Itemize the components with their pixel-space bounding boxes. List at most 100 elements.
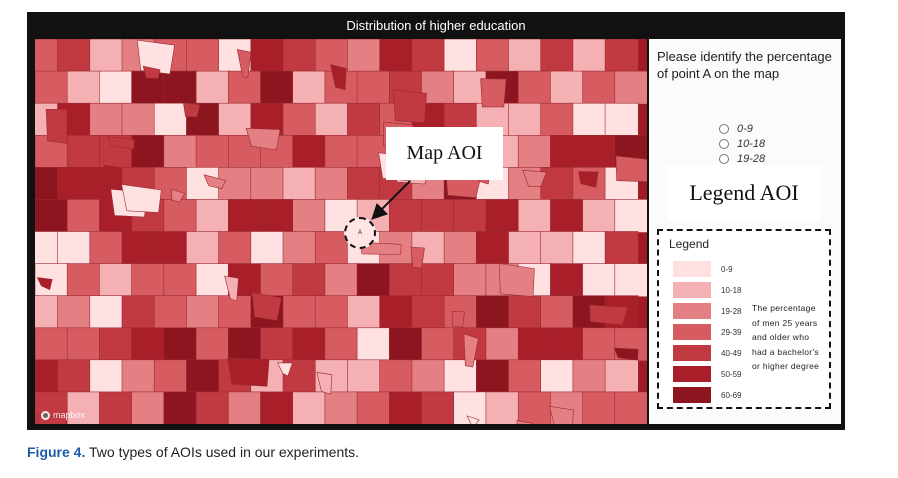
county-polygon[interactable] [121,102,156,137]
county-polygon[interactable] [572,359,607,394]
county-polygon[interactable] [163,199,198,233]
county-polygon[interactable] [392,89,427,124]
county-polygon[interactable] [186,167,220,201]
county-polygon[interactable] [57,231,92,265]
county-polygon[interactable] [260,263,295,298]
county-polygon[interactable] [45,108,68,144]
county-polygon[interactable] [347,359,381,394]
county-polygon[interactable] [516,420,533,424]
county-polygon[interactable] [183,102,201,118]
county-polygon[interactable] [540,102,575,137]
county-polygon[interactable] [589,304,628,326]
county-polygon[interactable] [324,135,359,169]
county-polygon[interactable] [508,231,543,265]
county-polygon[interactable] [508,102,543,137]
county-polygon[interactable] [142,65,161,79]
answer-option[interactable]: 19-28 [719,151,765,166]
county-polygon[interactable] [153,295,188,330]
county-polygon[interactable] [540,39,575,73]
county-polygon[interactable] [360,241,402,255]
county-polygon[interactable] [35,167,59,201]
county-polygon[interactable] [485,391,520,424]
county-polygon[interactable] [163,327,198,362]
county-polygon[interactable] [245,127,281,151]
county-polygon[interactable] [121,184,162,213]
county-polygons[interactable] [35,39,647,424]
county-polygon[interactable] [316,371,333,395]
county-polygon[interactable] [163,70,198,105]
county-polygon[interactable] [614,263,647,298]
county-polygon[interactable] [314,231,349,265]
county-polygon[interactable] [35,199,69,233]
county-polygon[interactable] [131,391,166,424]
county-polygon[interactable] [260,327,295,362]
county-polygon[interactable] [540,231,575,265]
county-polygon[interactable] [121,359,156,394]
county-polygon[interactable] [121,231,156,265]
county-polygon[interactable] [292,263,327,298]
county-polygon[interactable] [292,135,327,169]
county-polygon[interactable] [540,295,575,330]
county-polygon[interactable] [186,39,220,73]
county-polygon[interactable] [89,102,124,137]
county-polygon[interactable] [615,155,647,182]
county-polygon[interactable] [228,327,262,362]
county-polygon[interactable] [613,347,639,361]
county-polygon[interactable] [356,327,391,362]
county-polygon[interactable] [250,167,285,201]
county-polygon[interactable] [131,135,166,169]
county-polygon[interactable] [475,231,510,265]
county-polygon[interactable] [572,231,607,265]
county-polygon[interactable] [163,135,198,169]
county-polygon[interactable] [260,199,295,233]
county-polygon[interactable] [451,310,465,328]
county-polygon[interactable] [356,263,391,298]
county-polygon[interactable] [195,70,230,105]
county-polygon[interactable] [421,263,456,298]
county-polygon[interactable] [236,49,252,78]
county-polygon[interactable] [347,295,381,330]
county-polygon[interactable] [35,231,59,265]
county-polygon[interactable] [480,78,507,108]
county-polygon[interactable] [324,327,359,362]
county-polygon[interactable] [517,327,552,362]
county-polygon[interactable] [195,135,230,169]
county-polygon[interactable] [379,39,414,73]
county-polygon[interactable] [604,359,639,394]
county-polygon[interactable] [89,231,124,265]
county-polygon[interactable] [582,199,617,233]
county-polygon[interactable] [99,327,133,362]
county-polygon[interactable] [410,246,425,269]
county-polygon[interactable] [89,359,124,394]
county-polygon[interactable] [260,70,295,105]
county-polygon[interactable] [508,359,543,394]
county-polygon[interactable] [614,70,647,105]
county-polygon[interactable] [35,359,59,394]
radio-button-icon[interactable] [719,123,729,134]
county-polygon[interactable] [163,391,198,424]
county-polygon[interactable] [292,391,327,424]
county-polygon[interactable] [282,295,317,330]
county-polygon[interactable] [550,135,584,169]
radio-button-icon[interactable] [719,153,729,164]
county-polygon[interactable] [103,164,120,186]
county-polygon[interactable] [578,171,599,188]
county-polygon[interactable] [163,263,198,298]
county-polygon[interactable] [66,263,101,298]
county-polygon[interactable] [604,231,639,265]
county-polygon[interactable] [186,359,220,394]
county-polygon[interactable] [66,70,101,105]
county-polygon[interactable] [195,199,230,233]
county-polygon[interactable] [421,327,456,362]
county-polygon[interactable] [572,102,607,137]
county-polygon[interactable] [463,333,479,368]
county-polygon[interactable] [99,263,133,298]
county-polygon[interactable] [379,295,414,330]
county-polygon[interactable] [582,263,617,298]
county-polygon[interactable] [347,39,381,73]
county-polygon[interactable] [136,39,175,75]
county-polygon[interactable] [292,70,327,105]
county-polygon[interactable] [485,199,520,233]
county-polygon[interactable] [121,295,156,330]
county-polygon[interactable] [421,391,456,424]
